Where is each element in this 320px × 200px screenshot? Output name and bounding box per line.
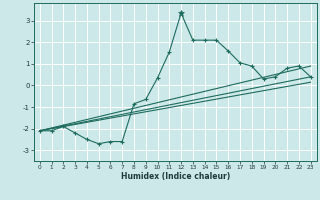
X-axis label: Humidex (Indice chaleur): Humidex (Indice chaleur): [121, 172, 230, 181]
